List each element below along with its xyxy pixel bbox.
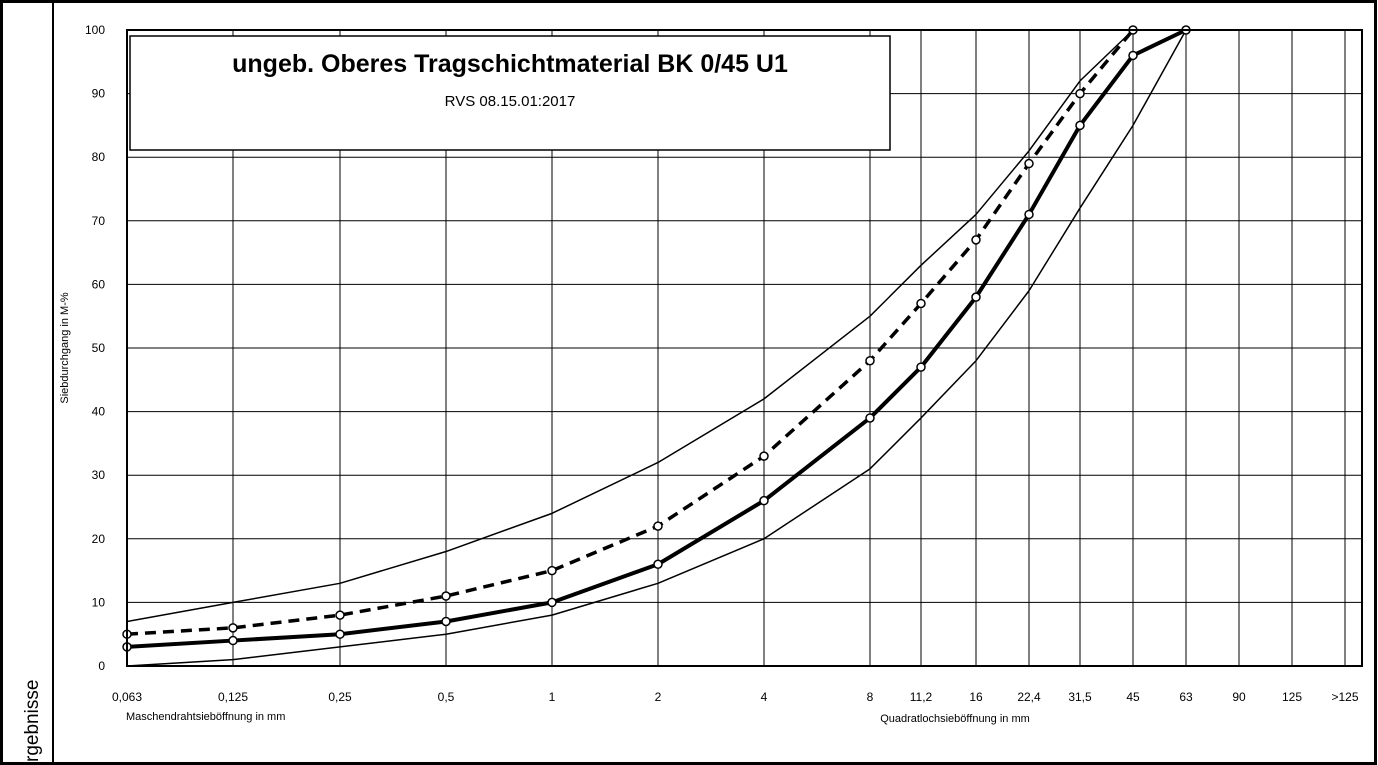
data-point-marker — [441, 591, 451, 601]
x-axis-label-left: Maschendrahtsieböffnung in mm — [126, 711, 285, 723]
data-point-marker — [653, 559, 663, 569]
y-tick-label: 90 — [92, 87, 106, 101]
x-tick-label: 16 — [969, 690, 983, 704]
data-point-marker — [547, 597, 557, 608]
y-tick-label: 100 — [85, 23, 105, 37]
data-point-marker — [759, 495, 769, 506]
data-point-marker — [653, 521, 663, 531]
plot-border — [126, 29, 1363, 667]
data-point-marker — [1128, 50, 1138, 61]
data-point-marker — [759, 451, 769, 461]
y-tick-label: 80 — [92, 150, 106, 164]
data-point-marker — [228, 635, 238, 646]
x-tick-label: 8 — [867, 690, 874, 704]
x-tick-label: 4 — [761, 690, 768, 704]
data-point-marker — [441, 616, 451, 627]
y-tick-label: 50 — [92, 341, 106, 355]
data-point-marker — [1075, 88, 1085, 99]
data-point-marker — [971, 292, 981, 302]
y-axis-label: Siebdurchgang in M-% — [59, 292, 71, 404]
data-point-marker — [865, 413, 875, 423]
series-layer — [122, 25, 1191, 667]
x-tick-label: 45 — [1126, 690, 1140, 704]
y-tick-label: 0 — [98, 659, 105, 673]
x-tick-label: 1 — [549, 690, 556, 704]
data-point-marker — [1075, 120, 1085, 131]
data-point-marker — [916, 362, 926, 372]
x-tick-label: 125 — [1282, 690, 1302, 704]
x-tick-label: 63 — [1179, 690, 1193, 704]
chart-subtitle: RVS 08.15.01:2017 — [445, 93, 576, 110]
data-point-marker — [228, 623, 238, 633]
x-tick-label: 31,5 — [1068, 690, 1092, 704]
x-axis-label-right: Quadratlochsieböffnung in mm — [880, 713, 1030, 725]
y-tick-label: 70 — [92, 214, 106, 228]
x-tick-label: 0,125 — [218, 690, 248, 704]
data-point-marker — [1024, 158, 1034, 169]
data-point-marker — [916, 298, 926, 309]
side-label: rgebnisse — [22, 680, 43, 762]
data-point-marker — [547, 565, 557, 576]
x-tick-label: >125 — [1331, 690, 1358, 704]
x-tick-label: 11,2 — [910, 690, 933, 704]
y-tick-label: 10 — [92, 595, 106, 609]
x-tick-label: 90 — [1232, 690, 1246, 704]
data-point-marker — [1024, 209, 1034, 220]
y-tick-label: 40 — [92, 405, 106, 419]
data-point-marker — [865, 355, 875, 366]
x-tick-label: 0,25 — [328, 690, 352, 704]
x-tick-label: 2 — [655, 690, 662, 704]
series-line-thin — [126, 29, 1187, 667]
series-line-thick — [126, 28, 1187, 649]
y-tick-labels: 0 10 20 30 40 50 60 70 80 90 100 — [85, 23, 105, 673]
y-tick-label: 60 — [92, 277, 106, 291]
y-tick-label: 20 — [92, 532, 106, 546]
data-point-marker — [971, 235, 981, 245]
x-tick-label: 0,063 — [112, 690, 142, 704]
data-point-marker — [335, 629, 345, 639]
x-tick-label: 0,5 — [438, 690, 455, 704]
chart-title: ungeb. Oberes Tragschichtmaterial BK 0/4… — [232, 50, 788, 78]
data-point-marker — [335, 610, 345, 620]
series-line-thin — [126, 29, 1186, 623]
title-box — [129, 35, 891, 151]
x-tick-labels: 0,063 0,125 0,25 0,5 1 2 4 8 11,2 16 22,4 31,5 45 63 9… — [112, 690, 1359, 704]
x-tick-label: 22,4 — [1017, 690, 1041, 704]
y-tick-label: 30 — [92, 468, 106, 482]
